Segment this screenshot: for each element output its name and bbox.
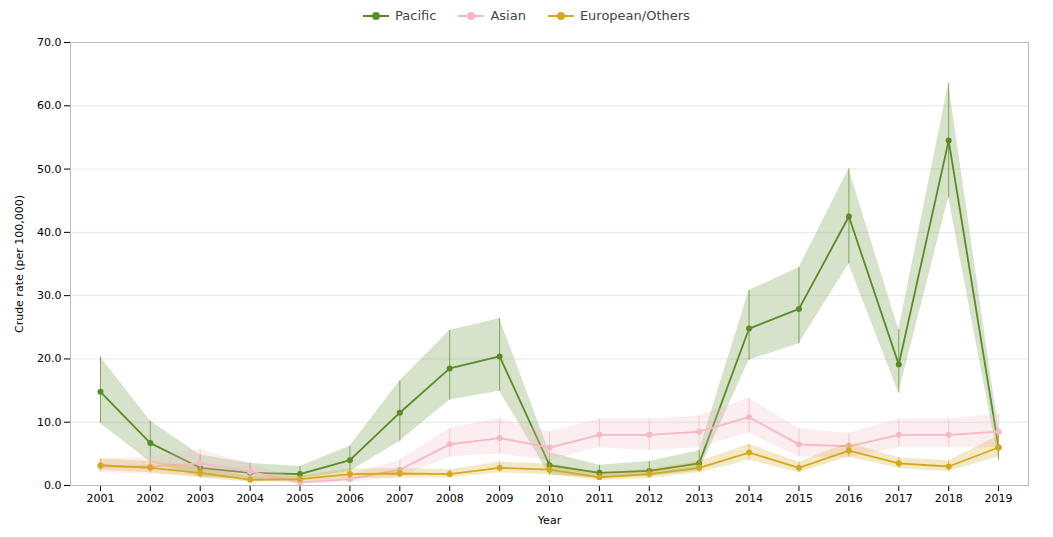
svg-text:2016: 2016 bbox=[835, 492, 863, 505]
svg-text:2012: 2012 bbox=[635, 492, 663, 505]
svg-text:70.0: 70.0 bbox=[37, 36, 62, 49]
svg-text:Year: Year bbox=[537, 514, 562, 527]
svg-text:20.0: 20.0 bbox=[37, 352, 62, 365]
svg-text:2015: 2015 bbox=[785, 492, 813, 505]
svg-text:2019: 2019 bbox=[985, 492, 1013, 505]
svg-text:2001: 2001 bbox=[86, 492, 114, 505]
svg-text:2009: 2009 bbox=[486, 492, 514, 505]
html-text:Pacific: Pacific bbox=[395, 8, 437, 23]
svg-text:2003: 2003 bbox=[186, 492, 214, 505]
svg-text:30.0: 30.0 bbox=[37, 289, 62, 302]
svg-text:10.0: 10.0 bbox=[37, 416, 62, 429]
svg-text:2004: 2004 bbox=[236, 492, 264, 505]
svg-text:50.0: 50.0 bbox=[37, 163, 62, 176]
svg-text:2005: 2005 bbox=[286, 492, 314, 505]
svg-text:60.0: 60.0 bbox=[37, 99, 62, 112]
svg-text:2002: 2002 bbox=[136, 492, 164, 505]
html-text:Asian: Asian bbox=[490, 8, 526, 23]
svg-text:2011: 2011 bbox=[585, 492, 613, 505]
svg-text:2017: 2017 bbox=[885, 492, 913, 505]
svg-text:Crude rate (per 100,000): Crude rate (per 100,000) bbox=[13, 195, 26, 333]
svg-text:2007: 2007 bbox=[386, 492, 414, 505]
svg-text:2006: 2006 bbox=[336, 492, 364, 505]
svg-text:2013: 2013 bbox=[685, 492, 713, 505]
svg-text:0.0: 0.0 bbox=[44, 479, 62, 492]
svg-text:2008: 2008 bbox=[436, 492, 464, 505]
svg-text:40.0: 40.0 bbox=[37, 226, 62, 239]
svg-text:2018: 2018 bbox=[935, 492, 963, 505]
html-text:European/Others: European/Others bbox=[579, 8, 690, 23]
svg-text:2014: 2014 bbox=[735, 492, 763, 505]
svg-text:2010: 2010 bbox=[536, 492, 564, 505]
